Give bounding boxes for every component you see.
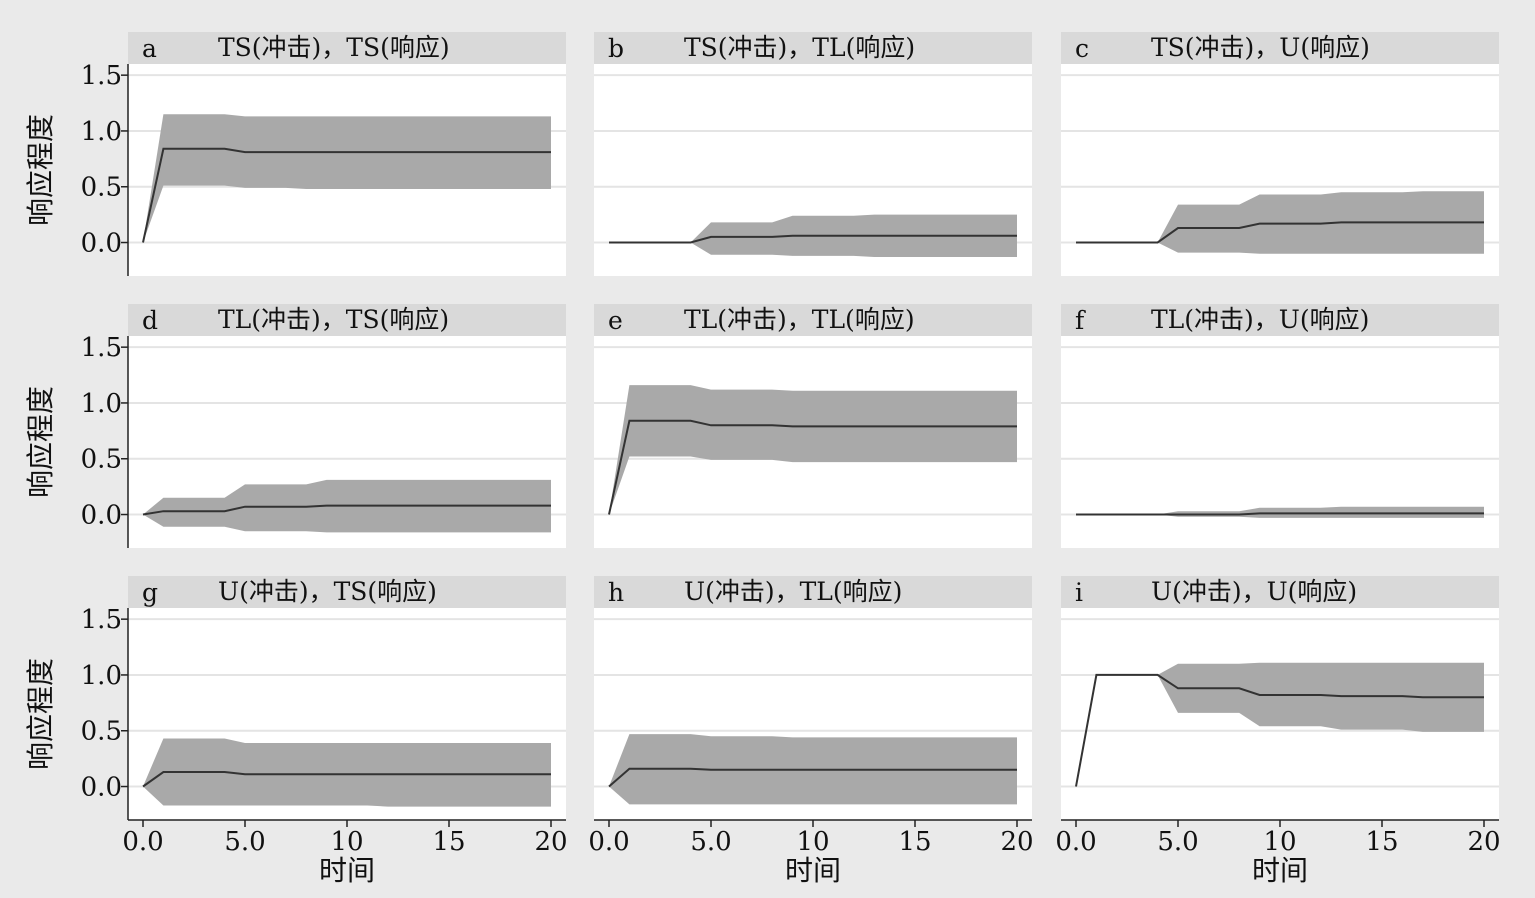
y-tick-label: 1.5 bbox=[81, 61, 122, 91]
panel-letter: a bbox=[142, 34, 157, 63]
panel-h: h U(冲击)，TL(响应) 0.0 5.0 10 15 20 时间 bbox=[588, 576, 1034, 887]
x-tick-label: 20 bbox=[1467, 827, 1500, 857]
panel-title-strip bbox=[1061, 304, 1499, 336]
y-tick-label: 0.5 bbox=[81, 717, 122, 747]
x-tick-label: 5.0 bbox=[690, 827, 731, 857]
panel-letter: c bbox=[1075, 34, 1089, 63]
panel-title: U(冲击)，TS(响应) bbox=[218, 577, 437, 606]
panel-title: TL(冲击)，TL(响应) bbox=[684, 305, 915, 334]
panel-title: U(冲击)，TL(响应) bbox=[684, 577, 902, 606]
confidence-band bbox=[143, 114, 551, 243]
panel-title: TS(冲击)，TL(响应) bbox=[684, 33, 915, 62]
x-tick-label: 15 bbox=[898, 827, 931, 857]
x-tick-label: 10 bbox=[796, 827, 829, 857]
impulse-response-line bbox=[608, 419, 1017, 515]
panel-b: b TS(冲击)，TL(响应) bbox=[594, 32, 1032, 276]
impulse-response-line bbox=[142, 504, 551, 516]
impulse-response-line bbox=[609, 234, 1017, 244]
panel-title: TL(冲击)，U(响应) bbox=[1151, 305, 1369, 334]
panel-title-strip bbox=[594, 576, 1032, 608]
panel-title: U(冲击)，U(响应) bbox=[1151, 577, 1357, 606]
y-tick-label: 1.5 bbox=[81, 605, 122, 635]
panel-title-strip bbox=[128, 576, 566, 608]
panel-letter: d bbox=[142, 306, 158, 335]
x-tick-label: 0.0 bbox=[588, 827, 629, 857]
panel-letter: f bbox=[1075, 306, 1086, 335]
confidence-band bbox=[609, 385, 1017, 515]
y-axis-label: 响应程度 bbox=[24, 386, 57, 498]
panel-i: i U(冲击)，U(响应) 0.0 5.0 10 15 20 时间 bbox=[1055, 576, 1501, 887]
panel-letter: h bbox=[608, 578, 624, 607]
x-tick-label: 10 bbox=[330, 827, 363, 857]
panel-title-strip bbox=[594, 32, 1032, 64]
x-tick-label: 5.0 bbox=[224, 827, 265, 857]
y-tick-label: 0.0 bbox=[81, 229, 122, 259]
x-tick-label: 20 bbox=[1000, 827, 1033, 857]
x-axis-label: 时间 bbox=[785, 854, 841, 887]
y-tick-label: 0.0 bbox=[81, 501, 122, 531]
panel-letter: b bbox=[608, 34, 624, 63]
impulse-response-line bbox=[1075, 673, 1484, 787]
x-tick-label: 0.0 bbox=[122, 827, 163, 857]
panel-title-strip bbox=[128, 32, 566, 64]
panel-d: d TL(冲击)，TS(响应) 0.0 0.5 1.0 1.5 响应程度 bbox=[24, 304, 566, 548]
panel-a: a TS(冲击)，TS(响应) 0.0 0.5 1.0 1.5 响应程度 bbox=[24, 32, 566, 276]
y-tick-label: 0.0 bbox=[81, 773, 122, 803]
x-tick-label: 0.0 bbox=[1055, 827, 1096, 857]
confidence-band bbox=[1076, 662, 1484, 787]
y-tick-label: 1.0 bbox=[81, 117, 122, 147]
panel-title: TS(冲击)，U(响应) bbox=[1151, 33, 1370, 62]
panel-letter: e bbox=[608, 306, 623, 335]
y-axis-label: 响应程度 bbox=[24, 114, 57, 226]
impulse-response-line bbox=[142, 147, 551, 243]
panel-title-strip bbox=[1061, 576, 1499, 608]
confidence-band bbox=[1076, 191, 1484, 254]
panel-title: TL(冲击)，TS(响应) bbox=[218, 305, 449, 334]
panel-f: f TL(冲击)，U(响应) bbox=[1061, 304, 1499, 548]
x-tick-label: 15 bbox=[1365, 827, 1398, 857]
panel-e: e TL(冲击)，TL(响应) bbox=[594, 304, 1032, 548]
impulse-response-line bbox=[1076, 221, 1484, 244]
panel-letter: i bbox=[1075, 578, 1083, 607]
panel-g: g U(冲击)，TS(响应) 0.0 0.5 1.0 1.5 响应程度 0.0 5.0 10 15 2… bbox=[24, 576, 568, 887]
panel-c: c TS(冲击)，U(响应) bbox=[1061, 32, 1499, 276]
x-tick-label: 20 bbox=[534, 827, 567, 857]
x-tick-label: 10 bbox=[1263, 827, 1296, 857]
y-axis-label: 响应程度 bbox=[24, 658, 57, 770]
impulse-response-line bbox=[1076, 512, 1484, 516]
x-tick-label: 15 bbox=[432, 827, 465, 857]
x-tick-label: 5.0 bbox=[1157, 827, 1198, 857]
y-tick-label: 1.0 bbox=[81, 389, 122, 419]
y-tick-label: 0.5 bbox=[81, 173, 122, 203]
panel-title-strip bbox=[594, 304, 1032, 336]
y-tick-label: 1.5 bbox=[81, 333, 122, 363]
panel-title: TS(冲击)，TS(响应) bbox=[218, 33, 450, 62]
x-axis-label: 时间 bbox=[319, 854, 375, 887]
panel-title-strip bbox=[128, 304, 566, 336]
panel-title-strip bbox=[1061, 32, 1499, 64]
impulse-response-line bbox=[142, 771, 551, 788]
x-axis-label: 时间 bbox=[1252, 854, 1308, 887]
panel-letter: g bbox=[142, 578, 158, 607]
y-tick-label: 0.5 bbox=[81, 445, 122, 475]
confidence-band bbox=[143, 738, 551, 807]
y-tick-label: 1.0 bbox=[81, 661, 122, 691]
impulse-response-line bbox=[608, 767, 1017, 788]
